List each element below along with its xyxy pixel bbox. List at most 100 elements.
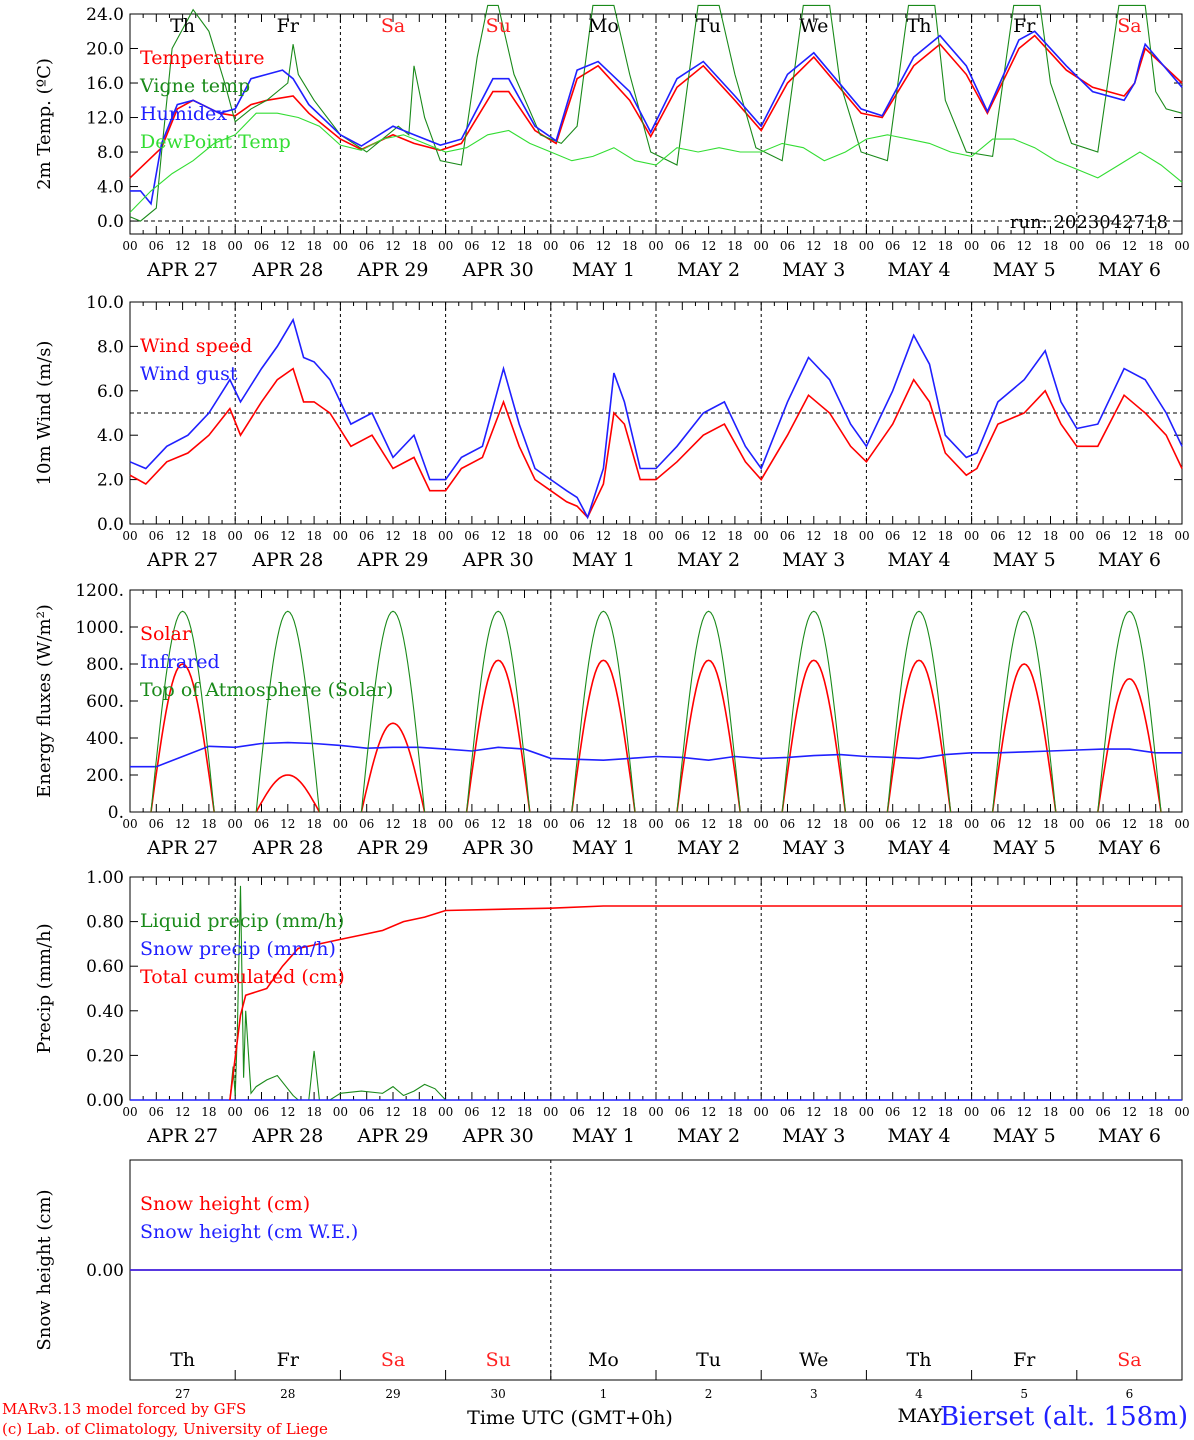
y-axis-label: Energy fluxes (W/m²) (34, 604, 55, 798)
date-label: MAY 3 (782, 549, 845, 571)
hour-tick-label: 12 (701, 817, 716, 831)
weekday-label: Sa (381, 1349, 405, 1371)
hour-tick-label: 12 (1017, 529, 1032, 543)
hour-tick-label: 06 (990, 239, 1005, 253)
date-label: APR 27 (146, 837, 218, 859)
hour-tick-label: 12 (280, 529, 295, 543)
date-label: MAY 5 (993, 259, 1056, 281)
hour-tick-label: 18 (517, 239, 532, 253)
hour-tick-label: 12 (911, 817, 926, 831)
date-label: MAY 1 (572, 1125, 635, 1147)
credit-model: MARv3.13 model forced by GFS (2, 1400, 247, 1418)
weekday-label: Th (170, 1349, 195, 1371)
credit-lab: (c) Lab. of Climatology, University of L… (2, 1420, 328, 1438)
hour-tick-label: 18 (832, 817, 847, 831)
hour-tick-label: 12 (175, 817, 190, 831)
hour-tick-label: 00 (754, 817, 769, 831)
series-energy-2-day-2 (360, 610, 426, 813)
hour-tick-label: 06 (569, 817, 584, 831)
weekday-label: Th (907, 1349, 932, 1371)
hour-tick-label: 00 (1174, 239, 1189, 253)
hour-tick-label: 18 (938, 817, 953, 831)
legend-entry: Wind gust (140, 363, 238, 385)
hour-tick-label: 18 (306, 529, 321, 543)
y-axis-label: Precip (mm/h) (34, 923, 55, 1053)
hour-tick-label: 00 (543, 529, 558, 543)
hour-tick-label: 06 (780, 1105, 795, 1119)
y-tick-label: 10.0 (86, 293, 124, 313)
hour-tick-label: 00 (122, 1105, 137, 1119)
hour-tick-label: 18 (306, 1105, 321, 1119)
hour-tick-label: 00 (228, 817, 243, 831)
day-number-label: 27 (175, 1387, 190, 1401)
y-tick-label: 6.0 (97, 382, 124, 402)
y-tick-label: 4.0 (97, 426, 124, 446)
series-energy-2-day-1 (255, 610, 320, 813)
hour-tick-label: 06 (885, 529, 900, 543)
weekday-label: Mo (588, 15, 619, 37)
hour-tick-label: 12 (385, 239, 400, 253)
weekday-label: Tu (696, 1349, 721, 1371)
hour-tick-label: 06 (569, 1105, 584, 1119)
hour-tick-label: 00 (754, 1105, 769, 1119)
series-energy-0-day-5 (676, 659, 741, 813)
hour-tick-label: 18 (201, 529, 216, 543)
hour-tick-label: 12 (1122, 817, 1137, 831)
hour-tick-label: 18 (517, 529, 532, 543)
hour-tick-label: 06 (885, 239, 900, 253)
hour-tick-label: 12 (1122, 239, 1137, 253)
hour-tick-label: 06 (359, 817, 374, 831)
hour-tick-label: 18 (622, 1105, 637, 1119)
series-energy-0-day-0 (150, 663, 215, 813)
date-label: MAY 1 (572, 837, 635, 859)
hour-tick-label: 00 (122, 817, 137, 831)
date-label: APR 30 (462, 1125, 534, 1147)
hour-tick-label: 06 (464, 529, 479, 543)
y-tick-label: 0.0 (97, 212, 124, 232)
series-energy-2-day-6 (781, 610, 846, 813)
hour-tick-label: 00 (754, 239, 769, 253)
hour-tick-label: 12 (1122, 1105, 1137, 1119)
legend-entry: Humidex (140, 103, 227, 125)
series-energy-2-day-8 (992, 610, 1057, 813)
hour-tick-label: 18 (1043, 239, 1058, 253)
hour-tick-label: 12 (1122, 529, 1137, 543)
hour-tick-label: 00 (648, 529, 663, 543)
hour-tick-label: 00 (648, 817, 663, 831)
series-precip-2 (229, 905, 1182, 1101)
hour-tick-label: 12 (280, 239, 295, 253)
legend-entry: Snow precip (mm/h) (140, 938, 336, 960)
date-label: APR 27 (146, 549, 218, 571)
y-tick-label: 0.0 (97, 515, 124, 535)
series-wind-0 (129, 367, 1183, 519)
hour-tick-label: 06 (464, 1105, 479, 1119)
hour-tick-label: 00 (333, 817, 348, 831)
y-tick-label: 0.00 (86, 1261, 124, 1281)
hour-tick-label: 00 (228, 529, 243, 543)
hour-tick-label: 12 (1017, 1105, 1032, 1119)
y-tick-label: 1000. (75, 618, 124, 638)
series-energy-0-day-1 (255, 774, 321, 813)
hour-tick-label: 18 (832, 239, 847, 253)
hour-tick-label: 06 (780, 817, 795, 831)
hour-tick-label: 00 (1069, 529, 1084, 543)
hour-tick-label: 18 (412, 529, 427, 543)
hour-tick-label: 18 (306, 239, 321, 253)
weekday-label: We (799, 15, 828, 37)
hour-tick-label: 12 (385, 1105, 400, 1119)
series-energy-0-day-7 (886, 659, 952, 813)
hour-tick-label: 18 (517, 817, 532, 831)
date-label: MAY 6 (1098, 549, 1161, 571)
weekday-label: We (799, 1349, 828, 1371)
hour-tick-label: 18 (727, 529, 742, 543)
hour-tick-label: 06 (254, 239, 269, 253)
hour-tick-label: 06 (990, 817, 1005, 831)
panel-precip: 00 06 12 18 APR 27 00 06 12 18 APR 28 00 06 12 18 APR … (34, 868, 1190, 1147)
date-label: APR 28 (251, 837, 323, 859)
weekday-label: Fr (277, 15, 300, 37)
hour-tick-label: 18 (412, 817, 427, 831)
hour-tick-label: 12 (491, 817, 506, 831)
hour-tick-label: 00 (122, 239, 137, 253)
hour-tick-label: 00 (648, 1105, 663, 1119)
weekday-label: Fr (1013, 1349, 1036, 1371)
